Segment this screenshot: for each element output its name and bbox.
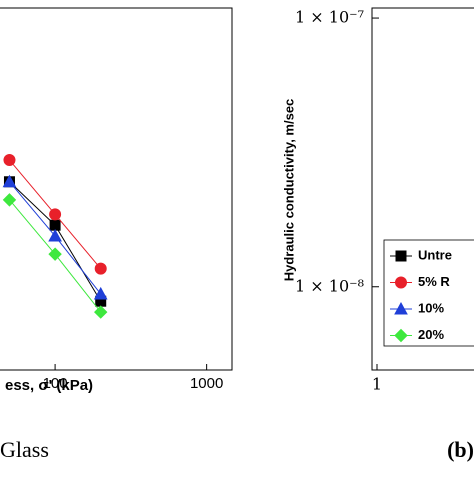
- x-tick-label: 1000: [190, 375, 223, 392]
- marker: [94, 305, 108, 319]
- marker: [48, 229, 62, 242]
- x-tick-label: 100: [43, 375, 68, 392]
- legend-label: 10%: [418, 300, 444, 315]
- marker: [49, 208, 62, 221]
- caption: Glass: [0, 437, 49, 462]
- x-axis-label: ess, σ' (kPa): [5, 377, 93, 394]
- legend-label: 5% R: [418, 274, 450, 289]
- marker: [2, 174, 17, 188]
- marker: [93, 286, 108, 300]
- y-tick-label: 1 × 10⁻⁷: [295, 8, 364, 27]
- y-axis-label: Hydraulic conductivity, m/sec: [281, 99, 296, 282]
- marker: [2, 193, 17, 207]
- marker: [48, 247, 62, 261]
- caption: (b): [447, 437, 474, 462]
- marker: [3, 154, 16, 167]
- legend-label: 20%: [418, 327, 444, 342]
- marker: [49, 219, 61, 231]
- marker: [394, 301, 408, 315]
- x-tick-label: 1: [372, 375, 382, 394]
- marker: [395, 276, 407, 289]
- y-tick-label: 1 × 10⁻⁸: [295, 276, 364, 295]
- left-frame: [0, 7, 233, 371]
- marker: [94, 262, 107, 275]
- marker: [394, 328, 408, 343]
- legend-label: Untre: [418, 247, 452, 262]
- right-frame: [371, 7, 474, 371]
- marker: [395, 250, 407, 262]
